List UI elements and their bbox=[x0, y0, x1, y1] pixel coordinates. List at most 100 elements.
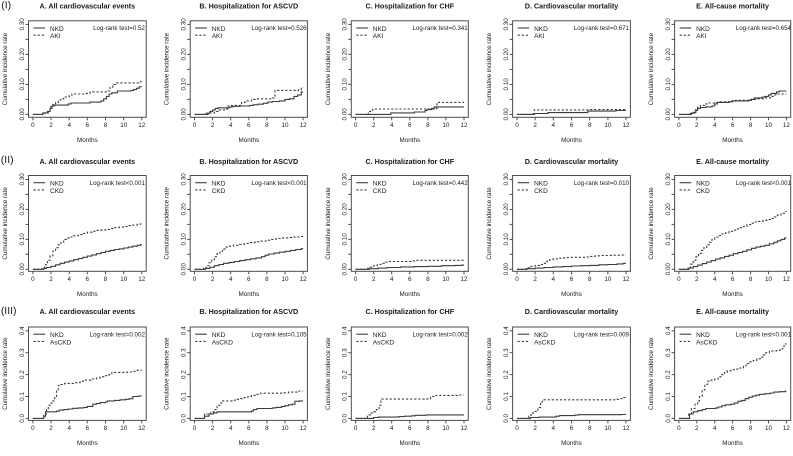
svg-text:Log-rank test<0.001: Log-rank test<0.001 bbox=[736, 331, 792, 338]
svg-text:2: 2 bbox=[695, 122, 699, 129]
svg-text:10: 10 bbox=[281, 425, 289, 432]
svg-text:C. Hospitalization for CHF: C. Hospitalization for CHF bbox=[365, 307, 454, 316]
svg-text:NKD: NKD bbox=[373, 26, 387, 33]
svg-text:10: 10 bbox=[442, 276, 450, 283]
svg-text:0.4: 0.4 bbox=[665, 326, 672, 335]
svg-text:0: 0 bbox=[193, 276, 197, 283]
svg-text:NKD: NKD bbox=[373, 332, 387, 339]
svg-text:2: 2 bbox=[695, 276, 699, 283]
svg-text:Months: Months bbox=[561, 440, 582, 447]
svg-text:0.00: 0.00 bbox=[19, 263, 26, 276]
svg-text:4: 4 bbox=[552, 122, 556, 129]
svg-text:6: 6 bbox=[408, 276, 412, 283]
svg-text:Cumulative incidence rate: Cumulative incidence rate bbox=[325, 32, 332, 105]
svg-text:10: 10 bbox=[604, 425, 612, 432]
svg-text:0.10: 0.10 bbox=[19, 233, 26, 246]
svg-text:0.00: 0.00 bbox=[19, 108, 26, 121]
svg-text:10: 10 bbox=[281, 122, 289, 129]
svg-text:Log-rank test=0.671: Log-rank test=0.671 bbox=[574, 25, 630, 32]
svg-text:0.30: 0.30 bbox=[342, 18, 349, 31]
svg-text:A. All cardiovascular events: A. All cardiovascular events bbox=[39, 307, 135, 316]
svg-text:0: 0 bbox=[354, 276, 358, 283]
svg-text:8: 8 bbox=[104, 122, 108, 129]
svg-text:0.00: 0.00 bbox=[665, 108, 672, 121]
svg-text:Cumulative incidence rate: Cumulative incidence rate bbox=[164, 32, 171, 105]
svg-text:12: 12 bbox=[460, 122, 468, 129]
svg-text:AKI: AKI bbox=[373, 33, 384, 40]
svg-text:10: 10 bbox=[442, 122, 450, 129]
svg-text:0: 0 bbox=[31, 276, 35, 283]
svg-text:0.20: 0.20 bbox=[19, 203, 26, 216]
svg-text:CKD: CKD bbox=[373, 188, 387, 195]
svg-text:6: 6 bbox=[570, 122, 574, 129]
svg-text:0.00: 0.00 bbox=[503, 263, 510, 276]
svg-text:B. Hospitalization for ASCVD: B. Hospitalization for ASCVD bbox=[199, 157, 298, 166]
svg-text:6: 6 bbox=[408, 122, 412, 129]
svg-text:10: 10 bbox=[765, 122, 773, 129]
svg-text:2: 2 bbox=[211, 276, 215, 283]
svg-text:4: 4 bbox=[67, 425, 71, 432]
svg-text:Log-rank test=0.105: Log-rank test=0.105 bbox=[251, 331, 307, 338]
svg-text:12: 12 bbox=[300, 122, 308, 129]
svg-text:0.1: 0.1 bbox=[19, 392, 26, 401]
svg-text:Months: Months bbox=[722, 291, 743, 298]
svg-text:0.4: 0.4 bbox=[19, 326, 26, 335]
svg-text:0.20: 0.20 bbox=[665, 48, 672, 61]
svg-text:Log-rank test<0.001: Log-rank test<0.001 bbox=[251, 180, 307, 187]
svg-text:0.20: 0.20 bbox=[503, 48, 510, 61]
svg-text:0.30: 0.30 bbox=[181, 173, 188, 186]
svg-text:10: 10 bbox=[120, 425, 128, 432]
svg-text:8: 8 bbox=[749, 122, 753, 129]
svg-text:10: 10 bbox=[281, 276, 289, 283]
svg-text:0: 0 bbox=[31, 425, 35, 432]
svg-text:10: 10 bbox=[120, 122, 128, 129]
svg-text:12: 12 bbox=[138, 425, 146, 432]
svg-text:0.3: 0.3 bbox=[342, 348, 349, 357]
svg-text:NKD: NKD bbox=[534, 181, 548, 188]
svg-text:4: 4 bbox=[713, 425, 717, 432]
svg-text:AsCKD: AsCKD bbox=[696, 339, 718, 346]
svg-text:D. Cardiovascular mortality: D. Cardiovascular mortality bbox=[525, 2, 618, 11]
svg-text:0.00: 0.00 bbox=[342, 263, 349, 276]
svg-text:D. Cardiovascular mortality: D. Cardiovascular mortality bbox=[525, 157, 618, 166]
svg-text:E. All-cause mortality: E. All-cause mortality bbox=[696, 307, 769, 316]
svg-text:AsCKD: AsCKD bbox=[534, 339, 556, 346]
svg-text:0.00: 0.00 bbox=[665, 263, 672, 276]
svg-text:0.20: 0.20 bbox=[503, 203, 510, 216]
svg-text:6: 6 bbox=[731, 425, 735, 432]
svg-text:0.0: 0.0 bbox=[503, 414, 510, 423]
svg-text:Months: Months bbox=[561, 137, 582, 144]
svg-text:8: 8 bbox=[104, 425, 108, 432]
svg-text:0.10: 0.10 bbox=[181, 233, 188, 246]
svg-text:0.20: 0.20 bbox=[342, 203, 349, 216]
svg-text:NKD: NKD bbox=[696, 332, 710, 339]
svg-text:0.00: 0.00 bbox=[181, 263, 188, 276]
svg-text:0.30: 0.30 bbox=[342, 173, 349, 186]
svg-text:0.20: 0.20 bbox=[342, 48, 349, 61]
svg-text:6: 6 bbox=[86, 276, 90, 283]
svg-text:Cumulative incidence rate: Cumulative incidence rate bbox=[486, 337, 493, 410]
svg-text:2: 2 bbox=[533, 276, 537, 283]
svg-text:0.30: 0.30 bbox=[19, 18, 26, 31]
svg-text:Log-rank test<0.001: Log-rank test<0.001 bbox=[90, 180, 146, 187]
svg-text:4: 4 bbox=[390, 122, 394, 129]
svg-text:0.2: 0.2 bbox=[665, 370, 672, 379]
svg-text:2: 2 bbox=[372, 276, 376, 283]
svg-text:C. Hospitalization for CHF: C. Hospitalization for CHF bbox=[365, 157, 454, 166]
svg-text:0.00: 0.00 bbox=[181, 108, 188, 121]
svg-text:4: 4 bbox=[552, 276, 556, 283]
svg-text:8: 8 bbox=[588, 276, 592, 283]
svg-text:12: 12 bbox=[460, 425, 468, 432]
svg-text:0.10: 0.10 bbox=[342, 78, 349, 91]
svg-text:0.00: 0.00 bbox=[503, 108, 510, 121]
svg-text:0: 0 bbox=[515, 122, 519, 129]
svg-text:8: 8 bbox=[104, 276, 108, 283]
svg-text:0.10: 0.10 bbox=[503, 233, 510, 246]
svg-text:AKI: AKI bbox=[696, 33, 707, 40]
svg-text:8: 8 bbox=[588, 122, 592, 129]
svg-text:0: 0 bbox=[354, 122, 358, 129]
svg-text:0.30: 0.30 bbox=[665, 173, 672, 186]
svg-text:2: 2 bbox=[533, 425, 537, 432]
svg-text:0.0: 0.0 bbox=[665, 414, 672, 423]
svg-text:4: 4 bbox=[67, 122, 71, 129]
